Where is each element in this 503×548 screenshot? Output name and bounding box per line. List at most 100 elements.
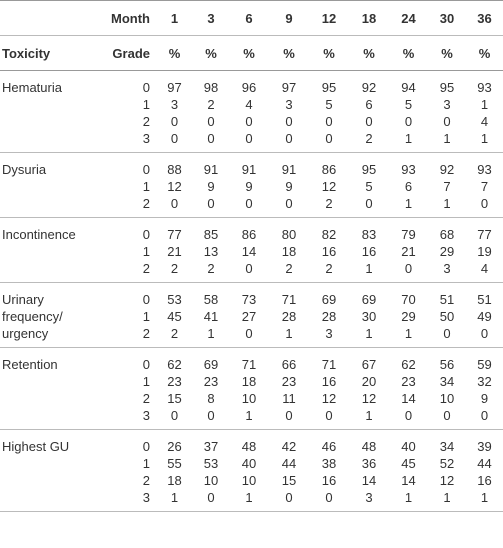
percent: 0 bbox=[466, 195, 503, 218]
percent: 1 bbox=[389, 325, 428, 348]
percent: 1 bbox=[269, 325, 309, 348]
percent: 91 bbox=[281, 162, 297, 177]
percent: 71 bbox=[321, 357, 337, 372]
percent: 0 bbox=[309, 130, 349, 153]
percent: 12 bbox=[439, 473, 455, 488]
percent: 15 bbox=[167, 391, 182, 406]
percent: 26 bbox=[167, 439, 182, 454]
percent: 5 bbox=[404, 97, 413, 112]
percent: 2 bbox=[309, 260, 349, 283]
row: 1 12 9 9 9 12 5 6 7 7 bbox=[0, 178, 503, 195]
percent: 14 bbox=[241, 244, 257, 259]
percent: 18 bbox=[167, 473, 182, 488]
percent: 1 bbox=[480, 97, 489, 112]
percent: 3 bbox=[170, 97, 179, 112]
grade: 0 bbox=[142, 227, 150, 242]
month: 9 bbox=[269, 0, 309, 36]
percent: 94 bbox=[401, 80, 416, 95]
percent: 62 bbox=[401, 357, 416, 372]
row: Dysuria 0 88 91 91 91 86 95 93 92 93 bbox=[0, 152, 503, 218]
row: Urinary frequency/ urgency 0 53 58 73 71 69 69 7… bbox=[0, 282, 503, 348]
percent: 0 bbox=[269, 130, 309, 153]
percent: 10 bbox=[439, 391, 455, 406]
percent: 15 bbox=[281, 473, 297, 488]
percent: 83 bbox=[361, 227, 377, 242]
percent: 91 bbox=[241, 162, 257, 177]
percent: 0 bbox=[229, 325, 269, 348]
grade: 3 bbox=[104, 407, 156, 430]
unit: % bbox=[229, 35, 269, 71]
row: 2 15 8 10 11 12 12 14 10 9 bbox=[0, 390, 503, 407]
percent: 0 bbox=[156, 407, 193, 430]
percent: 1 bbox=[389, 489, 428, 512]
percent: 14 bbox=[361, 473, 377, 488]
percent: 13 bbox=[203, 244, 219, 259]
percent: 68 bbox=[439, 227, 455, 242]
row: 2 18 10 10 15 16 14 14 12 16 bbox=[0, 472, 503, 489]
percent: 30 bbox=[361, 309, 377, 324]
percent: 12 bbox=[361, 391, 377, 406]
grade: 3 bbox=[104, 489, 156, 512]
percent: 58 bbox=[203, 292, 219, 307]
percent: 80 bbox=[281, 227, 297, 242]
grade: 1 bbox=[142, 456, 150, 471]
percent: 0 bbox=[309, 489, 349, 512]
percent: 44 bbox=[281, 456, 297, 471]
percent: 23 bbox=[401, 374, 416, 389]
grade: 0 bbox=[142, 80, 150, 95]
percent: 0 bbox=[229, 260, 269, 283]
percent: 2 bbox=[309, 195, 349, 218]
percent: 18 bbox=[241, 374, 257, 389]
percent: 69 bbox=[361, 292, 377, 307]
month: 12 bbox=[309, 0, 349, 36]
row: 1 45 41 27 28 28 30 29 50 49 bbox=[0, 308, 503, 325]
percent: 0 bbox=[193, 195, 229, 218]
percent: 86 bbox=[321, 162, 337, 177]
percent: 62 bbox=[167, 357, 182, 372]
percent: 1 bbox=[428, 489, 466, 512]
percent: 0 bbox=[193, 489, 229, 512]
percent: 95 bbox=[321, 80, 337, 95]
percent: 20 bbox=[361, 374, 377, 389]
percent: 1 bbox=[349, 260, 389, 283]
month: 18 bbox=[349, 0, 389, 36]
percent: 1 bbox=[156, 489, 193, 512]
percent: 1 bbox=[229, 489, 269, 512]
percent: 97 bbox=[281, 80, 297, 95]
percent: 6 bbox=[404, 179, 413, 194]
percent: 42 bbox=[281, 439, 297, 454]
percent: 23 bbox=[203, 374, 219, 389]
percent: 69 bbox=[321, 292, 337, 307]
grade: 1 bbox=[142, 179, 150, 194]
percent: 0 bbox=[156, 195, 193, 218]
percent: 92 bbox=[439, 162, 455, 177]
percent: 29 bbox=[401, 309, 416, 324]
unit: % bbox=[466, 35, 503, 71]
grade: 0 bbox=[142, 292, 150, 307]
toxicity-name: Hematuria bbox=[0, 70, 104, 153]
percent: 56 bbox=[439, 357, 455, 372]
percent: 77 bbox=[477, 227, 492, 242]
month: 36 bbox=[466, 0, 503, 36]
grade: 2 bbox=[142, 391, 150, 406]
percent: 93 bbox=[401, 162, 416, 177]
grade: 2 bbox=[142, 473, 150, 488]
percent: 4 bbox=[466, 260, 503, 283]
percent: 73 bbox=[241, 292, 257, 307]
percent: 92 bbox=[361, 80, 377, 95]
percent: 2 bbox=[193, 260, 229, 283]
percent: 93 bbox=[477, 162, 492, 177]
percent: 71 bbox=[281, 292, 297, 307]
unit: % bbox=[389, 35, 428, 71]
row: 1 55 53 40 44 38 36 45 52 44 bbox=[0, 455, 503, 472]
percent: 67 bbox=[361, 357, 377, 372]
percent: 0 bbox=[389, 260, 428, 283]
unit: % bbox=[349, 35, 389, 71]
percent: 16 bbox=[321, 374, 337, 389]
unit: % bbox=[309, 35, 349, 71]
percent: 49 bbox=[477, 309, 492, 324]
unit: % bbox=[428, 35, 466, 71]
